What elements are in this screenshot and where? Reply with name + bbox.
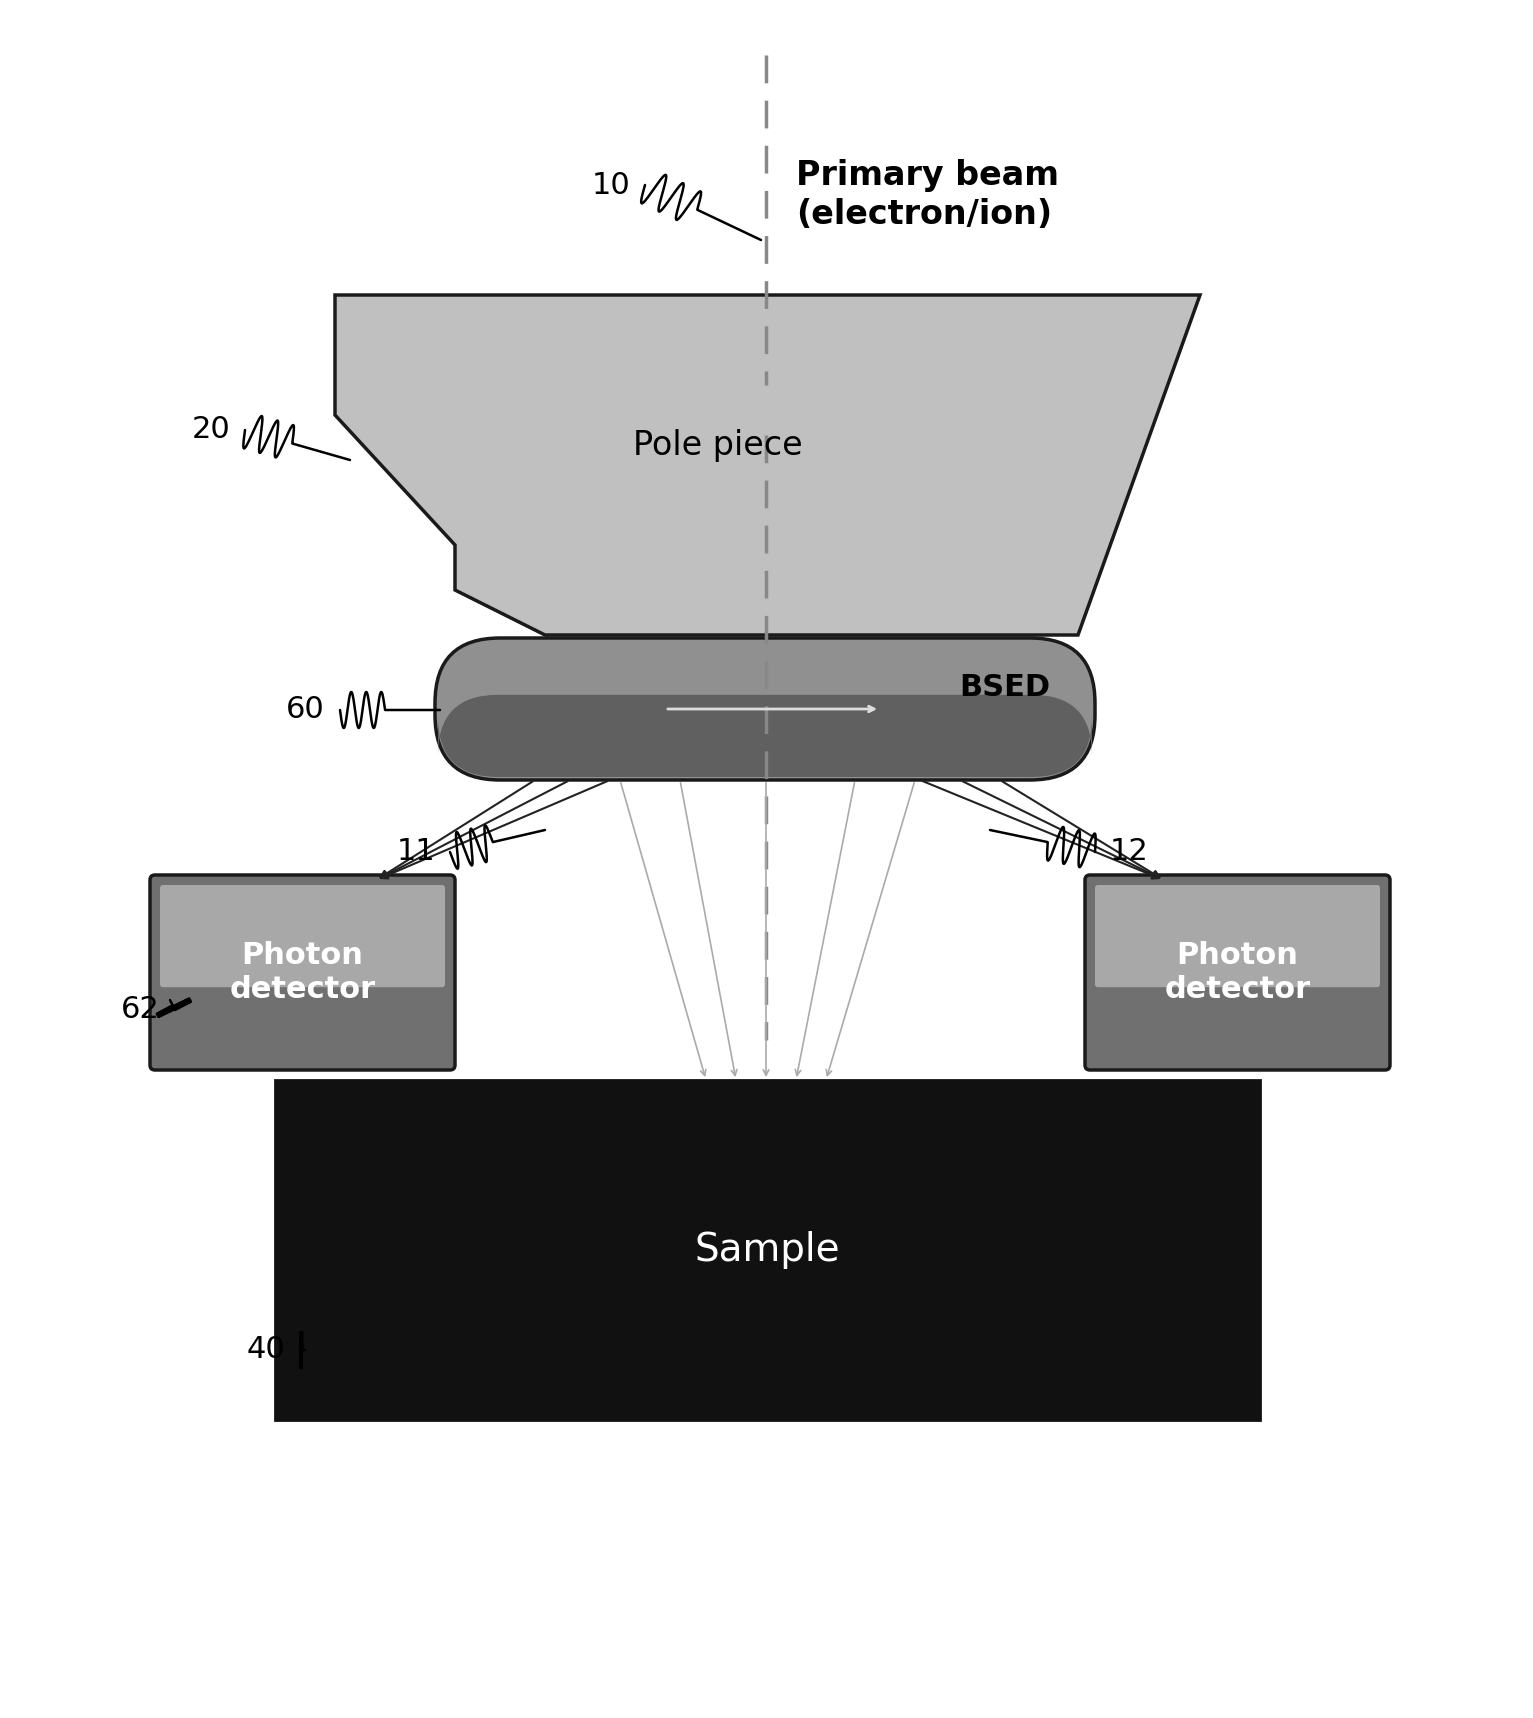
Polygon shape <box>274 1081 1260 1421</box>
Text: Pole piece: Pole piece <box>633 428 802 462</box>
FancyBboxPatch shape <box>1085 874 1390 1070</box>
Text: 10: 10 <box>592 170 630 199</box>
Text: 40: 40 <box>247 1335 285 1364</box>
Polygon shape <box>336 295 1200 636</box>
Text: Photon
detector: Photon detector <box>230 941 376 1003</box>
FancyBboxPatch shape <box>438 694 1091 777</box>
FancyBboxPatch shape <box>159 885 445 988</box>
Text: Photon
detector: Photon detector <box>1165 941 1311 1003</box>
FancyBboxPatch shape <box>150 874 455 1070</box>
Text: 20: 20 <box>192 416 230 445</box>
FancyBboxPatch shape <box>435 637 1095 780</box>
Text: 11: 11 <box>396 837 435 866</box>
Text: 62: 62 <box>121 995 159 1024</box>
Text: 12: 12 <box>1110 837 1148 866</box>
Text: Sample: Sample <box>694 1232 840 1270</box>
Text: Primary beam
(electron/ion): Primary beam (electron/ion) <box>796 160 1059 230</box>
Text: 60: 60 <box>287 696 325 725</box>
FancyBboxPatch shape <box>1095 885 1380 988</box>
Text: BSED: BSED <box>960 673 1050 703</box>
